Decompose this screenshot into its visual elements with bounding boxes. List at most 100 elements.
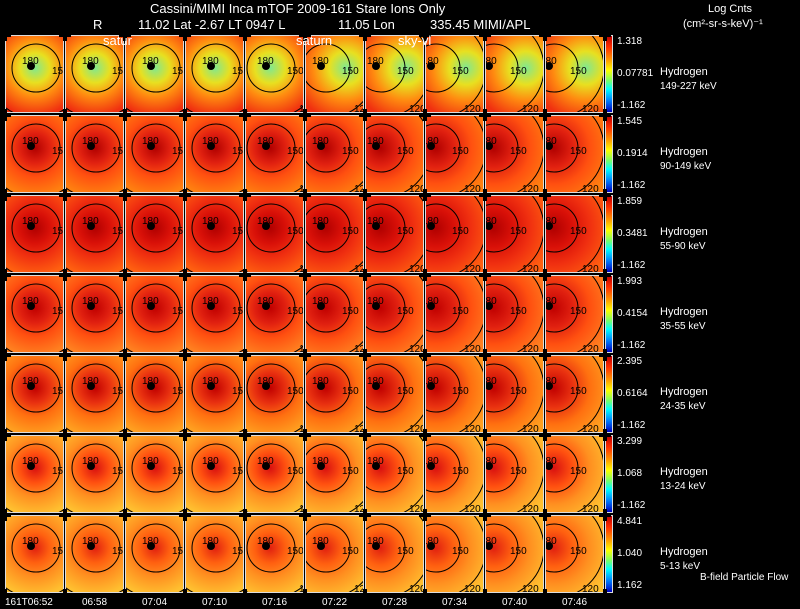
- panel-corner-mark: [479, 189, 491, 201]
- sun-direction-dot: [546, 462, 553, 470]
- panel-corner-mark: [539, 269, 551, 281]
- sun-direction-dot: [427, 222, 435, 230]
- contour-label-150: 150: [570, 546, 587, 557]
- sun-direction-dot: [87, 302, 95, 310]
- contour-label-120: 120: [409, 504, 424, 513]
- sun-direction-dot: [546, 62, 553, 70]
- contour-label-150: 150: [287, 146, 304, 157]
- panel-corner-mark: [59, 349, 71, 361]
- panel-corner-mark: [359, 349, 371, 361]
- panel-corner-mark: [359, 589, 371, 601]
- contour-150: [426, 523, 461, 573]
- panel-corner-mark: [0, 189, 11, 201]
- sun-direction-dot: [207, 62, 215, 70]
- sun-direction-dot: [27, 302, 35, 310]
- contour-120: [403, 516, 423, 592]
- panel-corner-mark: [599, 589, 611, 601]
- overlay-label-satur: satur: [103, 33, 132, 48]
- panel-corner-mark: [239, 589, 251, 601]
- contour-150: [366, 443, 406, 493]
- contour-label-180: 180: [367, 136, 384, 147]
- sun-direction-dot: [27, 62, 35, 70]
- contour-label-180: 180: [142, 536, 159, 547]
- sun-direction-dot: [87, 222, 95, 230]
- contour-150: [11, 283, 61, 333]
- contour-label-180: 180: [22, 296, 39, 307]
- contour-label-180: 180: [257, 216, 274, 227]
- contour-label-120: 120: [299, 184, 304, 193]
- contour-label-120: 120: [582, 424, 599, 433]
- colorbar: [605, 275, 613, 353]
- contour-label-180: 180: [142, 56, 159, 67]
- contour-label-180: 180: [202, 296, 219, 307]
- contour-label-180: 180: [546, 216, 557, 227]
- contour-label-150: 150: [397, 386, 414, 397]
- panel-corner-mark: [59, 589, 71, 601]
- contour-label-180: 180: [367, 296, 384, 307]
- panel-corner-mark: [179, 269, 191, 281]
- contour-120: [403, 276, 423, 352]
- species-label: Hydrogen: [660, 66, 708, 78]
- cbar-mid-label: 0.6164: [617, 388, 648, 399]
- contour-label-150: 150: [112, 146, 124, 157]
- contour-label-180: 180: [426, 376, 439, 387]
- sun-direction-dot: [317, 382, 325, 390]
- contour-label-180: 180: [82, 296, 99, 307]
- sun-direction-dot: [427, 142, 435, 150]
- contour-150: [246, 523, 296, 573]
- contour-label-150: 150: [342, 146, 359, 157]
- contour-label-120: 120: [464, 424, 481, 433]
- contour-label-180: 180: [22, 536, 39, 547]
- contour-label-180: 180: [312, 296, 329, 307]
- panel-corner-mark: [419, 269, 431, 281]
- cbar-min-label: -1.162: [617, 500, 646, 511]
- sun-direction-dot: [486, 382, 493, 390]
- cbar-max-label: 1.859: [617, 196, 643, 207]
- sun-direction-dot: [372, 302, 380, 310]
- sun-direction-dot: [87, 462, 95, 470]
- contour-150: [366, 123, 406, 173]
- contour-150: [131, 283, 181, 333]
- sun-direction-dot: [546, 542, 553, 550]
- contour-150: [546, 523, 579, 573]
- contour-label-120: 120: [522, 104, 539, 113]
- contour-label-180: 180: [142, 296, 159, 307]
- panel-corner-mark: [479, 509, 491, 521]
- contour-label-180: 180: [22, 56, 39, 67]
- contour-label-180: 180: [82, 376, 99, 387]
- sun-direction-dot: [546, 302, 553, 310]
- time-tick-label: 07:10: [202, 597, 228, 608]
- contour-label-180: 180: [22, 456, 39, 467]
- species-label: Hydrogen: [660, 146, 708, 158]
- units-title: Log Cnts: [708, 3, 753, 15]
- contour-150: [426, 363, 461, 413]
- contour-label-150: 150: [397, 546, 414, 557]
- panel-corner-mark: [359, 109, 371, 121]
- contour-150: [191, 123, 241, 173]
